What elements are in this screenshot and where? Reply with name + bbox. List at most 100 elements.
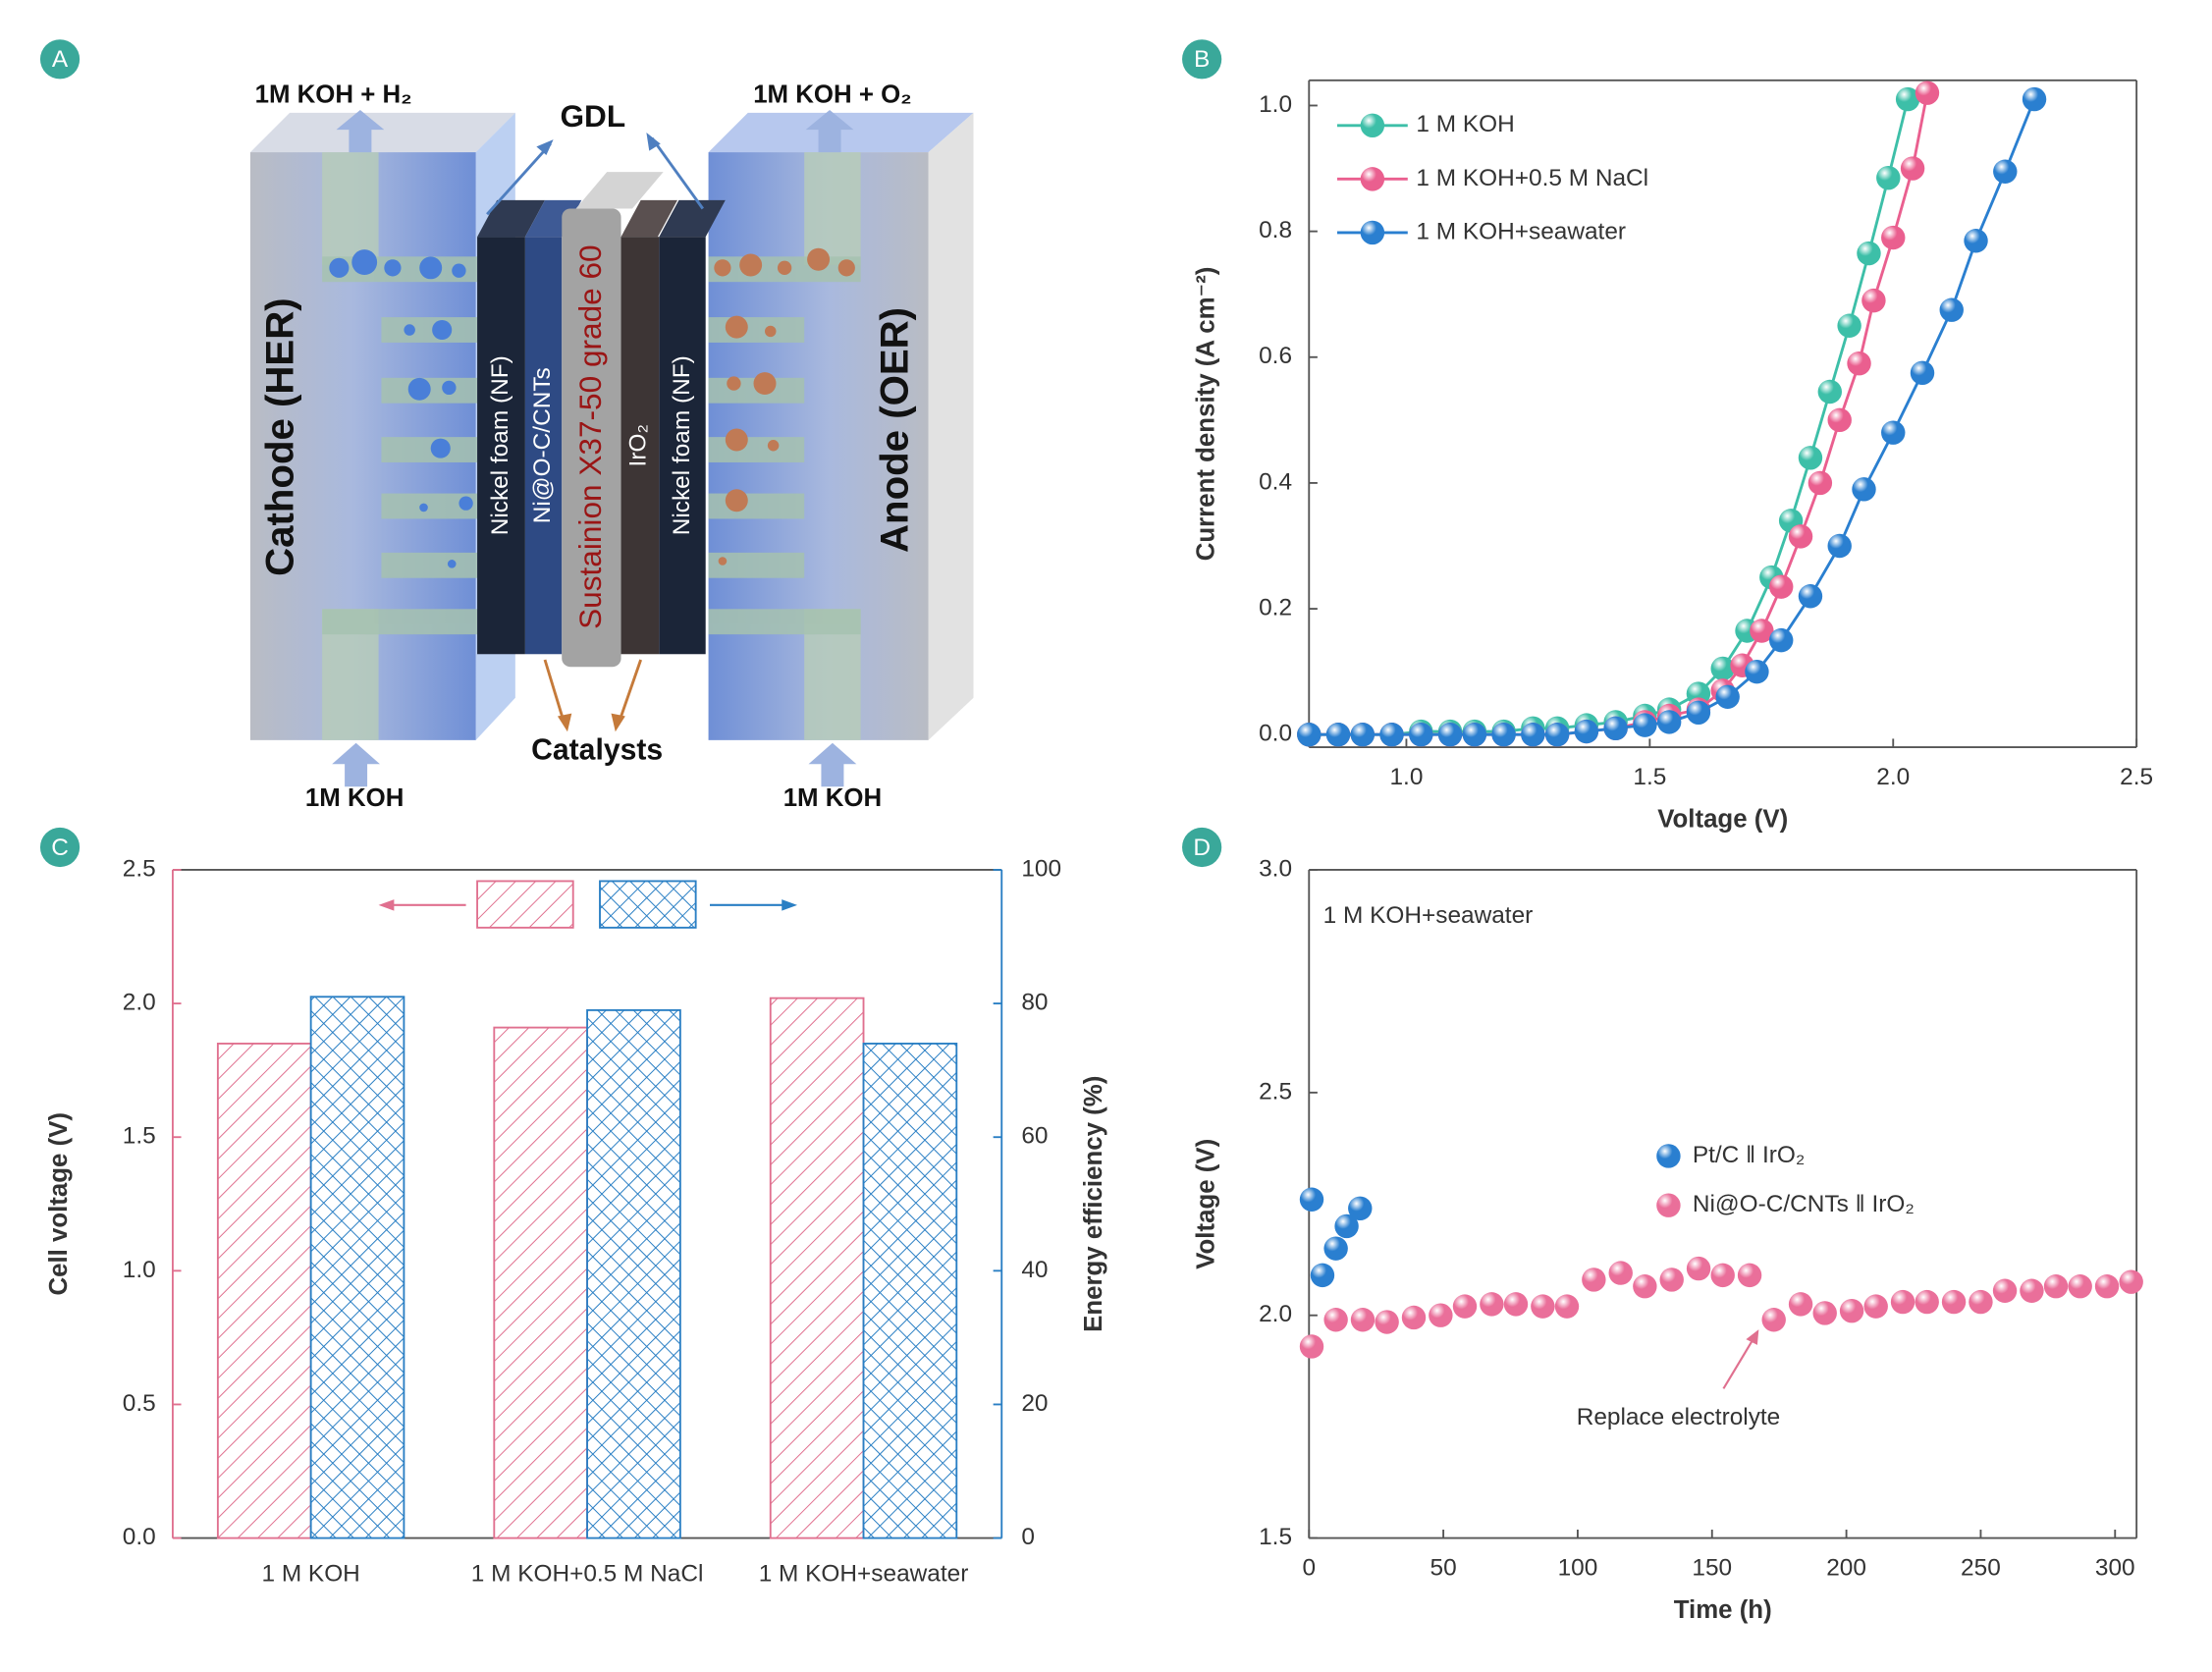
y-tick-label: 1.0 [123,1257,156,1283]
x-tick-label: 50 [1430,1555,1457,1582]
data-point [1788,1292,1813,1317]
layer-label: IrO₂ [625,424,652,466]
bubbles [329,249,473,568]
data-point [1323,1308,1348,1332]
series-line [1309,98,2036,736]
panel-label: D [1193,835,1211,861]
panel-label: C [51,835,69,861]
channel [804,152,861,265]
bubbles [714,247,855,566]
data-point [1964,229,1988,253]
data-point [1710,1263,1735,1288]
data-point [1409,723,1433,747]
block-top [249,112,515,153]
data-point [1574,719,1599,744]
data-point [1745,659,1769,684]
y-tick-label: 2.0 [123,990,156,1016]
gdl-arrows [486,132,704,216]
y-axis-title: Voltage (V) [1193,1139,1220,1269]
x-tick-label: 0 [1302,1555,1316,1582]
y2-axis-title: Energy efficiency (%) [1080,1076,1107,1332]
data-point [1299,1187,1324,1212]
y2-tick-label: 20 [1021,1390,1048,1417]
layer-top [575,172,664,209]
data-point [1769,627,1794,653]
panel-badge [39,827,81,868]
data-point [1807,470,1833,496]
data-point [2020,1278,2044,1303]
x-tick-label: 2.5 [2120,764,2153,790]
y-tick-label: 3.0 [1259,855,1292,882]
y-tick-label: 1.0 [1259,91,1292,118]
data-point [2119,1269,2143,1294]
x-tick-label: 1 M KOH [261,1560,359,1587]
data-point [1910,360,1935,385]
membrane [562,208,621,668]
data-point [1633,1274,1657,1299]
catalyst-arrows [543,659,643,732]
layer-top [659,199,726,238]
data-point [1769,574,1794,599]
data-point [1686,700,1711,726]
data-point [1582,1267,1606,1292]
outlet-label: 1M KOH + O₂ [753,81,911,108]
legend-marker [1360,220,1385,245]
data-point [1710,656,1735,681]
panel-label: A [52,46,69,73]
y-tick-label: 0.0 [123,1524,156,1550]
data-point [1812,1301,1837,1325]
data-point [1941,1289,1967,1315]
annotation-arrowhead [1746,1329,1759,1345]
data-point [1325,723,1351,747]
data-point [1659,1267,1684,1292]
layer-label: Nickel foam (NF) [669,355,695,535]
y-tick-label: 0.4 [1259,468,1292,495]
data-point [1852,477,1876,502]
y2-tick-label: 60 [1021,1123,1048,1150]
x-tick-label: 2.0 [1876,764,1910,790]
data-point [1480,1292,1504,1317]
legend-label: Ni@O-C/CNTs ǁ IrO₂ [1693,1191,1915,1217]
bar [309,996,405,1539]
x-axis-title: Time (h) [1674,1596,1772,1624]
series-line [1309,98,1910,736]
data-point [1863,1294,1888,1319]
data-point [1839,1298,1864,1323]
x-axis-title: Voltage (V) [1657,806,1788,834]
legend-marker [1656,1144,1681,1168]
y-tick-label: 2.5 [123,855,156,882]
layer [524,237,563,655]
panel-badge [1182,39,1222,80]
data-point [1503,1292,1529,1317]
y2-tick-label: 100 [1021,855,1061,882]
data-point [1837,313,1861,338]
data-point [1915,81,1940,105]
y2-tick-label: 0 [1021,1524,1035,1550]
legend-swatch [599,880,697,929]
legend-label: 1 M KOH+0.5 M NaCl [1416,165,1648,191]
data-point [1788,524,1813,549]
data-point [1437,723,1463,747]
data-point [1348,1196,1373,1221]
data-point [1531,1294,1555,1319]
data-point [1656,710,1682,734]
data-point [1521,723,1545,747]
data-point [1881,225,1906,250]
data-point [1686,1256,1711,1281]
data-point [1715,684,1740,709]
data-point [1401,1305,1427,1330]
legend-marker [1360,113,1385,138]
legend-marker [1360,167,1385,191]
data-point [2094,1274,2120,1299]
layer-label: Ni@O-C/CNTs [529,367,556,523]
x-tick-label: 1.0 [1389,764,1423,790]
channels [322,256,478,635]
data-point [1857,241,1881,266]
y-tick-label: 0.2 [1259,595,1292,621]
data-point [1554,1294,1580,1319]
layer-label: Sustainion X37-50 grade 60 [572,244,608,629]
data-point [1299,1334,1324,1359]
data-point [1350,1308,1376,1332]
y-tick-label: 0.5 [123,1390,156,1417]
cathode-label: Cathode (HER) [258,297,302,576]
